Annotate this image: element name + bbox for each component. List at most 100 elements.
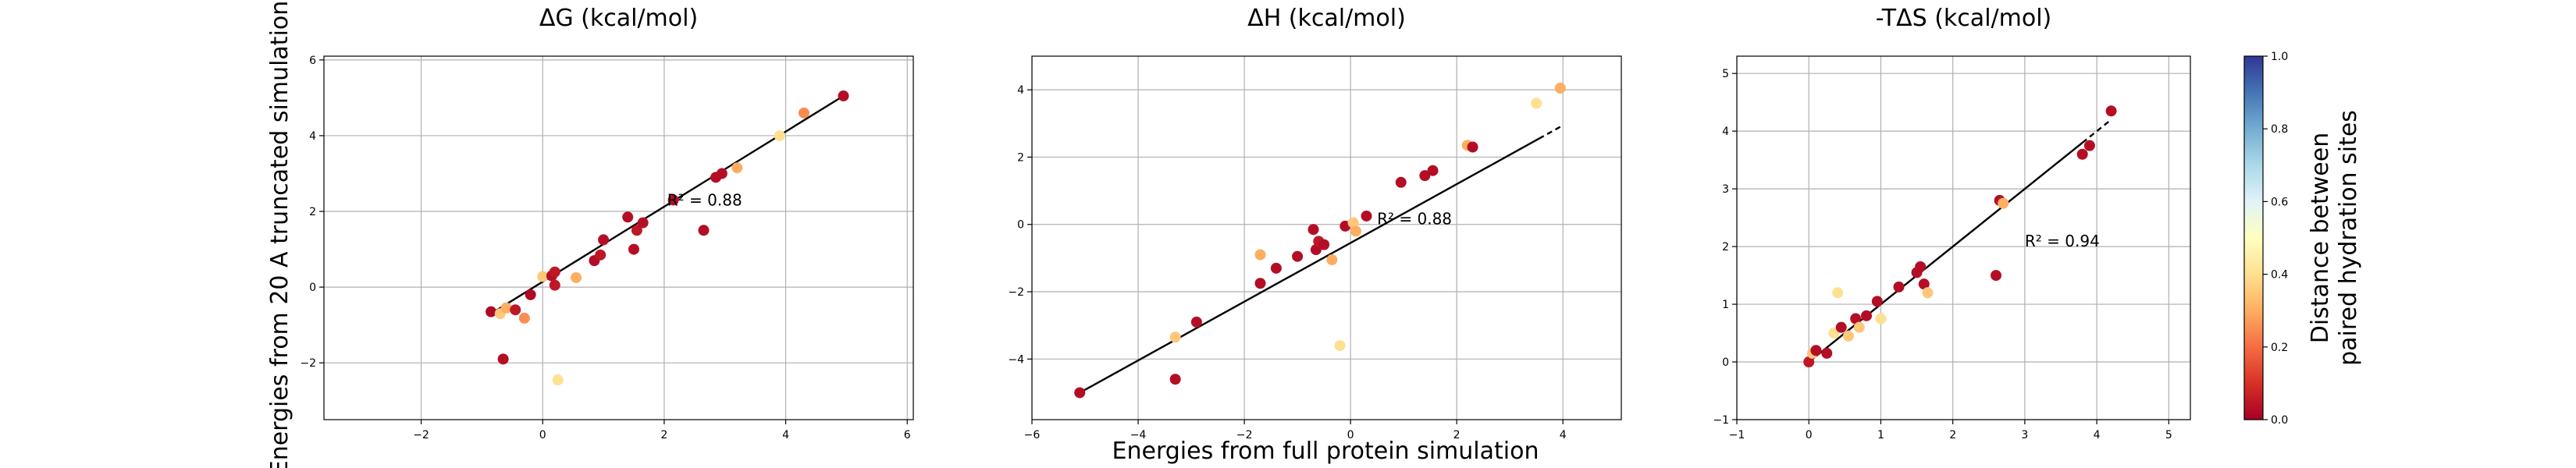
scatter-point: [838, 90, 849, 101]
colorbar-tick-label: 0.8: [2271, 123, 2288, 136]
colorbar-tick-label: 0.4: [2271, 269, 2288, 282]
scatter-panel-2: ΔH (kcal/mol) −6 −4 −2 0 2 4 −4 −2 0 2 4 R² = 0.88: [1008, 5, 1622, 441]
scatter-point: [1810, 345, 1822, 356]
scatter-point: [1850, 313, 1862, 324]
scatter-point: [1334, 340, 1346, 352]
scatter-point: [549, 266, 560, 278]
scatter-point: [1531, 98, 1542, 109]
scatter-point: [798, 107, 809, 119]
x-tick-label: 0: [1806, 429, 1813, 441]
scatter-point: [1832, 287, 1844, 299]
scatter-point: [1918, 278, 1930, 290]
y-tick-label: 4: [309, 130, 316, 143]
scatter-point: [2076, 148, 2088, 160]
scatter-point: [667, 194, 679, 206]
r-squared-annotation: R² = 0.88: [667, 191, 742, 210]
scatter-point: [1270, 262, 1282, 274]
y-tick-label: 0: [1017, 219, 1024, 232]
fit-line: [1079, 137, 1540, 394]
scatter-point: [1922, 287, 1934, 299]
scatter-point: [1318, 239, 1330, 250]
scatter-point: [1310, 244, 1322, 256]
scatter-point: [2105, 105, 2117, 117]
r-squared-annotation: R² = 0.94: [2025, 232, 2100, 250]
scatter-point: [549, 279, 560, 291]
y-tick-label: 6: [309, 55, 316, 67]
scatter-point: [698, 225, 710, 236]
scatter-point: [731, 162, 743, 174]
colorbar-tick-label: 1.0: [2271, 51, 2288, 63]
y-tick-label: 3: [1722, 183, 1729, 196]
scatter-point: [1419, 170, 1431, 182]
scatter-point: [1292, 250, 1304, 262]
scatter-point: [571, 271, 582, 283]
x-tick-label: 6: [904, 429, 911, 441]
x-tick-label: 0: [539, 429, 546, 441]
scatter-point: [500, 302, 512, 314]
scatter-point: [1254, 249, 1266, 261]
plot-frame: [323, 55, 914, 420]
scatter-point: [1861, 310, 1872, 321]
scatter-point: [1467, 141, 1478, 153]
y-tick-label: 5: [1722, 68, 1729, 80]
scatter-point: [486, 306, 497, 317]
x-tick-label: 1: [1877, 429, 1884, 441]
x-tick-label: −1: [1729, 429, 1745, 441]
fit-line-extension: [2081, 119, 2112, 144]
scatter-point: [1853, 321, 1865, 333]
colorbar-tick-label: 0.2: [2271, 342, 2288, 354]
scatter-point: [1998, 197, 2009, 209]
scatter-point: [1893, 281, 1905, 292]
colorbar-label-line2: paired hydration sites: [2335, 110, 2362, 366]
scatter-point: [774, 129, 785, 141]
fit-line-extension: [1538, 126, 1561, 140]
figure-ylabel: Energies from 20 A truncated simulation: [266, 1, 294, 468]
colorbar-label-line1: Distance between: [2307, 133, 2334, 343]
scatter-point: [1347, 217, 1359, 229]
panel-title: ΔH (kcal/mol): [1247, 5, 1406, 32]
scatter-point: [1308, 224, 1319, 236]
scatter-point: [1875, 313, 1887, 324]
scatter-point: [510, 304, 521, 316]
scatter-point: [716, 168, 728, 179]
x-tick-label: 3: [2021, 429, 2028, 441]
y-tick-label: 2: [309, 206, 316, 218]
scatter-point: [1395, 176, 1407, 188]
scatter-point: [1842, 330, 1854, 342]
panel-title: -TΔS (kcal/mol): [1876, 5, 2052, 32]
scatter-point: [1190, 316, 1202, 328]
x-tick-label: −2: [1236, 429, 1253, 441]
scatter-point: [1427, 165, 1439, 176]
scatter-point: [628, 243, 639, 255]
y-tick-label: 4: [1722, 126, 1729, 138]
y-tick-label: 2: [1722, 241, 1729, 254]
scatter-point: [1991, 270, 2001, 282]
scatter-point: [622, 211, 634, 223]
scatter-point: [1361, 210, 1372, 222]
fit-line: [1808, 142, 2083, 363]
scatter-point: [1803, 356, 1815, 368]
scatter-point: [1835, 321, 1847, 333]
scatter-point: [1169, 332, 1181, 343]
x-tick-label: 5: [2165, 429, 2172, 441]
scatter-point: [1821, 347, 1833, 359]
scatter-point: [1254, 278, 1266, 289]
y-tick-label: 1: [1722, 299, 1729, 311]
y-tick-label: 0: [309, 282, 316, 294]
x-tick-label: 2: [1949, 429, 1956, 441]
y-tick-label: 2: [1017, 151, 1024, 164]
scatter-point: [1871, 296, 1883, 307]
x-tick-label: 2: [660, 429, 667, 441]
scatter-point: [631, 225, 642, 236]
scatter-point: [595, 249, 607, 261]
r-squared-annotation: R² = 0.88: [1377, 210, 1452, 229]
scatter-point: [1326, 254, 1338, 266]
x-tick-label: 4: [1560, 429, 1567, 441]
x-tick-label: 0: [1347, 429, 1354, 441]
y-tick-label: 0: [1722, 356, 1729, 369]
plot-frame: [1736, 55, 2191, 420]
scatter-point: [1169, 374, 1181, 385]
y-tick-label: 4: [1017, 84, 1024, 97]
x-tick-label: −6: [1024, 429, 1041, 441]
